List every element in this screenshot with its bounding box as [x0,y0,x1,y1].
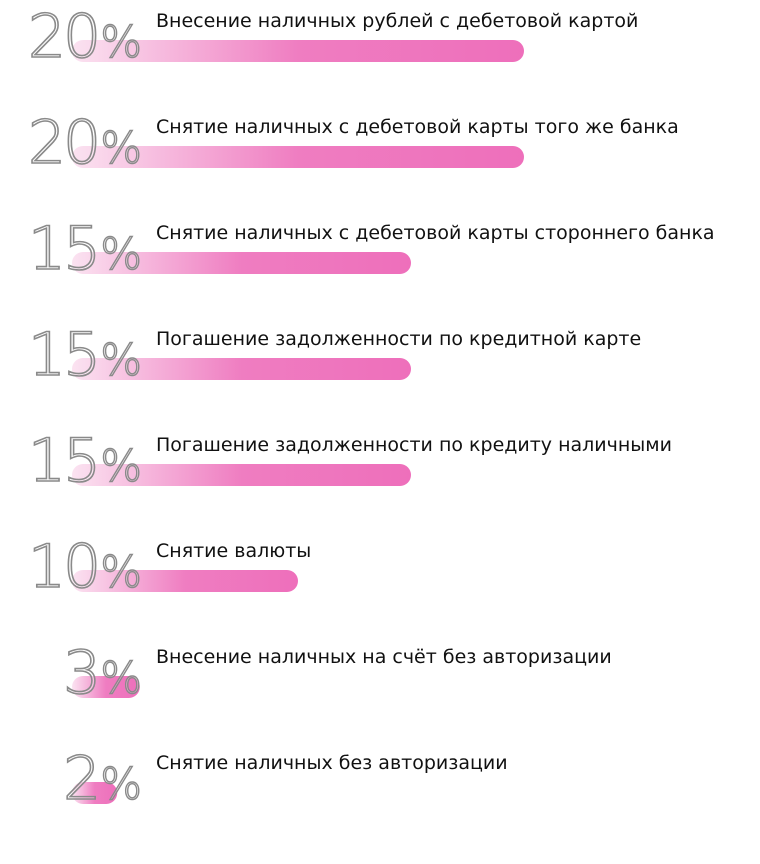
bar-8 [72,782,118,804]
category-label-4: Погашение задолженности по кредитной кар… [156,328,641,350]
category-label-5: Погашение задолженности по кредиту налич… [156,434,672,456]
bar-2 [72,146,524,168]
value-number-2: 20 [28,108,98,178]
bar-3 [72,252,411,274]
bar-6 [72,570,298,592]
value-number-6: 10 [28,532,98,602]
bar-1 [72,40,524,62]
value-label-7: 3% [63,638,142,708]
percent-sign-5: % [100,441,142,492]
percent-sign-6: % [100,547,142,598]
percent-sign-1: % [100,17,142,68]
value-label-8: 2% [63,744,142,814]
category-label-8: Снятие наличных без авторизации [156,752,508,774]
percent-sign-8: % [100,759,142,810]
bars-layer [72,40,524,804]
value-label-4: 15% [28,320,142,390]
value-label-5: 15% [28,426,142,496]
percent-labels-layer: 20%20%15%15%15%10%3%2% [27,1,143,815]
percent-sign-3: % [100,229,142,280]
value-label-3: 15% [28,214,142,284]
value-label-6: 10% [28,532,142,602]
category-labels-layer: Внесение наличных рублей с дебетовой кар… [156,10,715,774]
percent-sign-2: % [100,123,142,174]
value-number-3: 15 [28,214,98,284]
value-number-7: 3 [63,638,98,708]
value-label-2: 20% [28,108,142,178]
category-label-7: Внесение наличных на счёт без авторизаци… [156,646,612,668]
percent-sign-7: % [100,653,142,704]
bar-4 [72,358,411,380]
category-label-3: Снятие наличных с дебетовой карты сторон… [156,222,715,244]
bar-5 [72,464,411,486]
category-label-1: Внесение наличных рублей с дебетовой кар… [156,10,638,32]
category-label-6: Снятие валюты [156,540,311,562]
value-number-8: 2 [63,744,98,814]
bar-7 [72,676,140,698]
value-number-1: 20 [28,2,98,72]
category-label-2: Снятие наличных с дебетовой карты того ж… [156,116,679,138]
percent-sign-4: % [100,335,142,386]
value-number-4: 15 [28,320,98,390]
value-number-5: 15 [28,426,98,496]
value-label-1: 20% [28,2,142,72]
